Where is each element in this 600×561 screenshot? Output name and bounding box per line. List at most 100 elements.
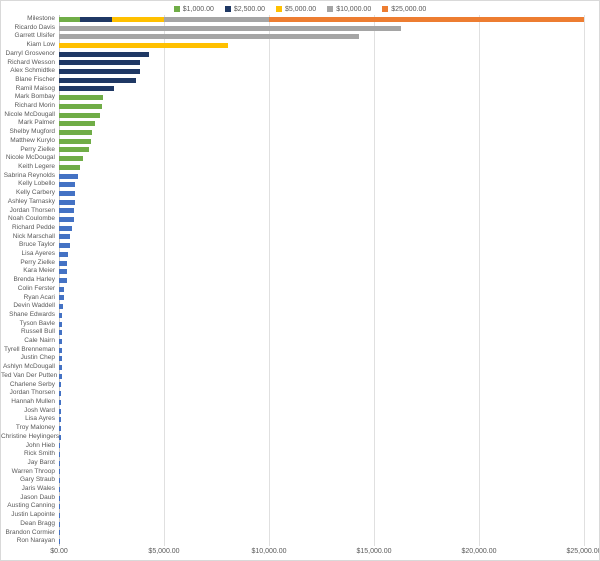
legend-label: $5,000.00 <box>285 5 317 13</box>
category-label: Perry Zielke <box>20 258 55 266</box>
legend-item: $5,000.00 <box>276 6 316 13</box>
bar <box>59 251 68 257</box>
category-label: Shelby Mugford <box>9 128 55 136</box>
bar-row: Warren Throop <box>1 467 599 477</box>
bar-row: Jordan Thorsen <box>1 389 599 398</box>
category-label: Tyrell Brenneman <box>4 345 55 353</box>
bar <box>59 182 76 188</box>
bar <box>59 69 140 75</box>
category-label: Jaris Wales <box>21 485 55 493</box>
plot-area: Milestone Ricardo Davis Garrett Ulsifer Kia… <box>1 15 599 546</box>
bar-row: Alex Schmidtke <box>1 67 599 76</box>
bar-row: Devin Waddell <box>1 302 599 311</box>
bar-row: Matthew Kurylo <box>1 136 599 146</box>
legend-swatch-icon <box>173 6 180 12</box>
bar <box>59 208 75 214</box>
bar <box>59 217 74 223</box>
bar-row: Russell Bull <box>1 328 599 337</box>
bar-row: Rick Smith <box>1 450 599 459</box>
category-label: Justin Lapointe <box>11 511 55 519</box>
bar <box>59 42 229 48</box>
category-label: Jordan Thorsen <box>9 389 55 397</box>
category-label: Darryl Grosvenor <box>5 49 55 57</box>
category-label: Sabrina Reynolds <box>3 171 55 179</box>
x-tick-label: $10,000.00 <box>251 548 287 555</box>
bar <box>59 130 92 135</box>
bar-row: Kiam Low <box>1 41 599 50</box>
bar <box>59 495 60 501</box>
bar <box>59 347 62 353</box>
bar <box>59 399 62 405</box>
bar-row: Garrett Ulsifer <box>1 32 599 41</box>
bar-row: Shane Edwards <box>1 311 599 320</box>
category-label: Milestone <box>27 15 55 22</box>
category-label: Cale Nairn <box>24 337 55 345</box>
bar <box>59 25 402 31</box>
bar <box>59 356 62 362</box>
category-label: Keith Legere <box>18 162 55 170</box>
bar <box>59 295 64 301</box>
bar-row: Mark Palmer <box>1 119 599 128</box>
category-label: Brenda Harley <box>13 276 55 284</box>
category-label: John Hieb <box>25 441 55 449</box>
bar-row: Justin Lapointe <box>1 511 599 520</box>
bar <box>59 164 81 170</box>
bar <box>59 365 62 371</box>
bar <box>59 304 63 310</box>
bar-row: Troy Maloney <box>1 424 599 433</box>
category-label: Matthew Kurylo <box>10 136 55 144</box>
category-label: Ashlyn McDougall <box>2 363 55 371</box>
bar-row: Nick Marschall <box>1 233 599 242</box>
bar-row: Ramil Maisog <box>1 84 599 94</box>
legend-item: $1,000.00 <box>173 6 214 13</box>
bar-row: Tyrell Brenneman <box>1 345 599 355</box>
legend-swatch-icon <box>276 6 283 12</box>
gridline <box>584 15 585 546</box>
legend-swatch-icon <box>224 6 231 12</box>
bar-row: Jordan Thorsen <box>1 207 599 216</box>
category-label: Kiam Low <box>26 41 55 49</box>
bar-row: Austing Canning <box>1 502 599 511</box>
bar-row: Perry Zielke <box>1 258 599 268</box>
category-label: Brandon Cormier <box>5 528 56 536</box>
bar <box>59 478 61 484</box>
bar <box>59 173 78 179</box>
bar-row: Brenda Harley <box>1 276 599 285</box>
gridline <box>269 15 270 546</box>
category-label: Ron Narayan <box>16 537 55 545</box>
x-tick-label: $0.00 <box>50 548 68 555</box>
bar-row: Mark Bombay <box>1 93 599 102</box>
category-label: Ramil Maisog <box>15 84 55 92</box>
bar <box>59 260 68 266</box>
legend-item: $2,500.00 <box>224 6 265 13</box>
category-label: Kelly Lobello <box>18 180 55 188</box>
bar-row: Lisa Ayeres <box>1 250 599 259</box>
bar <box>59 460 61 466</box>
bar-row: Tyson Bavle <box>1 320 599 329</box>
bar <box>59 138 92 144</box>
legend-swatch-icon <box>327 6 334 12</box>
bar-row: Jay Barot <box>1 459 599 468</box>
x-tick-label: $5,000.00 <box>148 548 180 555</box>
category-label: Ashley Tarnasky <box>7 197 55 205</box>
bar <box>59 530 60 536</box>
bar-row: Shelby Mugford <box>1 128 599 137</box>
category-label: Richard Pedde <box>12 223 55 231</box>
bar <box>59 243 70 249</box>
bar-row: Ron Narayan <box>1 537 599 546</box>
category-label: Warren Throop <box>11 467 55 475</box>
bar-row: Ted Van Der Putten <box>1 372 599 381</box>
bar-row: Colin Ferster <box>1 285 599 294</box>
bar <box>59 330 63 336</box>
bar-row: Nicole McDougal <box>1 154 599 163</box>
bar <box>59 382 62 388</box>
category-label: Perry Zielke <box>20 145 55 153</box>
bar-row: Blane Fischer <box>1 76 599 85</box>
bar <box>59 95 104 101</box>
category-label: Jason Daub <box>20 493 55 501</box>
bar <box>59 408 61 414</box>
bar <box>59 321 63 327</box>
category-label: Mark Bombay <box>14 93 55 101</box>
category-label: Richard Wesson <box>7 58 55 66</box>
bar <box>59 312 63 318</box>
